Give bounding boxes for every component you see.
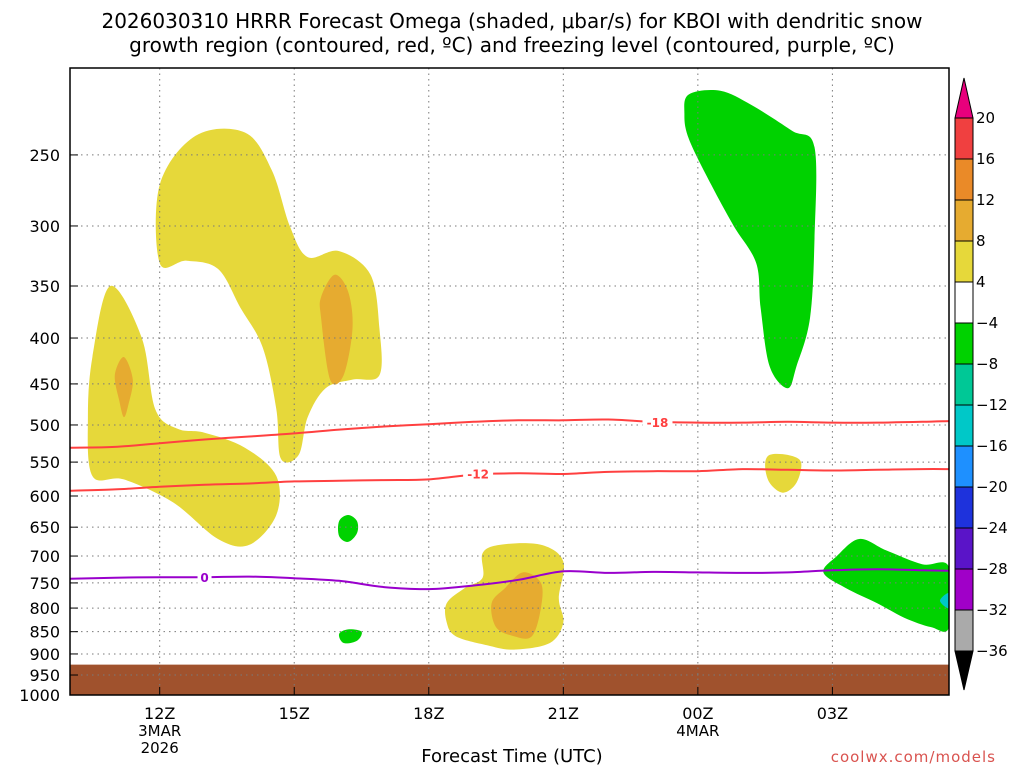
colorbar-label-9: −20	[976, 478, 1008, 496]
x-tick-label-24-0: 00Z	[682, 704, 713, 723]
grid-lines	[70, 68, 949, 696]
y-tick-label-350: 350	[29, 277, 60, 296]
omega-region-7	[684, 89, 817, 389]
contour-label-2: 0	[200, 571, 208, 585]
colorbar-swatch-11	[954, 568, 974, 611]
colorbar: 20 16 12 8 4 −4 −8 −12 −16 −20 −24 −28 −32 −36	[954, 77, 1008, 691]
contour-line-1	[70, 468, 949, 492]
colorbar-label-8: −16	[976, 437, 1008, 455]
colorbar-label-6: −8	[976, 355, 998, 373]
omega-region-6	[765, 453, 802, 493]
omega-region-1	[155, 128, 382, 463]
y-tick-label-1000: 1000	[19, 686, 60, 705]
omega-region-8	[337, 515, 359, 542]
colorbar-label-0: 20	[976, 109, 995, 127]
y-tick-label-950: 950	[29, 666, 60, 685]
colorbar-swatch-7	[954, 404, 974, 447]
colorbar-label-3: 8	[976, 232, 986, 250]
y-tick-label-250: 250	[29, 146, 60, 165]
y-tick-label-450: 450	[29, 375, 60, 394]
colorbar-swatch-5	[954, 322, 974, 365]
contour-line-2	[70, 568, 949, 591]
x-tick-label-12-2: 2026	[141, 739, 179, 757]
colorbar-label-7: −12	[976, 396, 1008, 414]
y-tick-label-850: 850	[29, 623, 60, 642]
contour-label-bg-1	[463, 466, 494, 481]
omega-region-11	[940, 593, 949, 609]
omega-region-3	[114, 356, 133, 418]
colorbar-swatch-4	[954, 281, 974, 324]
terrain-below-surface	[70, 664, 949, 695]
colorbar-swatch-12	[954, 609, 974, 652]
omega-shading	[87, 89, 949, 650]
x-tick-label-15-0: 15Z	[279, 704, 310, 723]
colorbar-swatch-8	[954, 445, 974, 488]
y-tick-label-600: 600	[29, 487, 60, 506]
colorbar-swatch-6	[954, 363, 974, 406]
colorbar-swatch-bottom	[954, 650, 974, 691]
x-tick-label-18-0: 18Z	[413, 704, 444, 723]
colorbar-swatch-3	[954, 240, 974, 283]
plot-frame	[69, 67, 950, 696]
chart-title-line-1: 2026030310 HRRR Forecast Omega (shaded, …	[101, 9, 923, 33]
terrain-fill	[70, 664, 949, 695]
y-tick-label-700: 700	[29, 547, 60, 566]
colorbar-label-12: −32	[976, 601, 1008, 619]
colorbar-swatch-1	[954, 158, 974, 201]
colorbar-label-5: −4	[976, 314, 998, 332]
contour-line-0	[70, 418, 949, 449]
x-tick-label-24-1: 4MAR	[676, 722, 719, 740]
x-tick-label-21-0: 21Z	[548, 704, 579, 723]
contour-label-bg-0	[642, 415, 673, 430]
y-tick-label-900: 900	[29, 645, 60, 664]
credit-text: coolwx.com/models	[830, 748, 996, 766]
colorbar-swatch-9	[954, 486, 974, 529]
x-tick-label-12-1: 3MAR	[138, 722, 181, 740]
colorbar-label-10: −24	[976, 519, 1008, 537]
y-tick-label-800: 800	[29, 599, 60, 618]
colorbar-label-4: 4	[976, 273, 986, 291]
y-tick-label-750: 750	[29, 574, 60, 593]
x-axis-label: Forecast Time (UTC)	[421, 746, 603, 767]
colorbar-swatch-10	[954, 527, 974, 570]
colorbar-label-11: −28	[976, 560, 1008, 578]
x-tick-label-12-0: 12Z	[144, 704, 175, 723]
omega-region-0	[87, 285, 280, 547]
colorbar-label-2: 12	[976, 191, 995, 209]
y-tick-label-500: 500	[29, 416, 60, 435]
colorbar-swatch-top	[954, 77, 974, 119]
colorbar-label-13: −36	[976, 642, 1008, 660]
y-tick-label-300: 300	[29, 217, 60, 236]
colorbar-label-1: 16	[976, 150, 995, 168]
y-tick-label-400: 400	[29, 329, 60, 348]
contour-label-0: -18	[647, 416, 669, 430]
y-tick-label-550: 550	[29, 453, 60, 472]
y-axis-ticks: 250 300 350 400 450 500 550 600 650 700 750 800 850 9…	[19, 146, 78, 705]
omega-region-2	[319, 274, 353, 385]
y-tick-label-650: 650	[29, 518, 60, 537]
colorbar-swatch-2	[954, 199, 974, 242]
omega-region-5	[491, 572, 543, 639]
contour-label-bg-2	[197, 570, 212, 585]
contour-label-1: -12	[467, 467, 489, 481]
omega-region-10	[823, 538, 949, 632]
chart-title-line-2: growth region (contoured, red, ºC) and f…	[129, 33, 895, 57]
colorbar-swatch-0	[954, 117, 974, 160]
temperature-contours: -18 -12 0	[70, 415, 949, 591]
x-tick-label-27-0: 03Z	[817, 704, 848, 723]
omega-region-9	[338, 629, 362, 644]
